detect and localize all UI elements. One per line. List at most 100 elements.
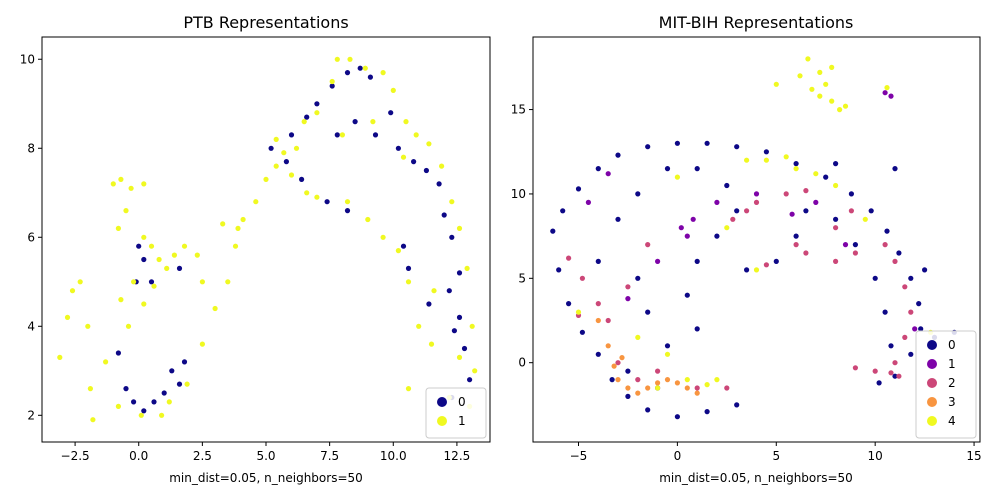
ptb-point-class-1 — [141, 301, 147, 307]
mitbih-point-class-2 — [753, 199, 760, 205]
mitbih-point-class-2 — [694, 385, 700, 391]
mitbih-point-class-3 — [655, 380, 661, 386]
mitbih-x-tick-label: 15 — [966, 449, 981, 463]
ptb-point-class-1 — [344, 199, 351, 205]
ptb-point-class-0 — [344, 208, 351, 214]
mitbih-point-class-1 — [655, 258, 661, 264]
ptb-point-class-1 — [403, 119, 409, 125]
mitbih-point-class-1 — [842, 242, 849, 248]
ptb-point-class-0 — [304, 114, 310, 120]
ptb-point-class-1 — [232, 243, 239, 249]
mitbih-chart-title: MIT-BIH Representations — [659, 13, 854, 32]
ptb-legend-box — [425, 387, 487, 439]
mitbih-point-class-0 — [773, 258, 779, 264]
mitbih-point-class-0 — [684, 292, 690, 298]
mitbih-point-class-0 — [888, 343, 894, 349]
ptb-point-class-0 — [405, 265, 412, 271]
mitbih-point-class-4 — [817, 93, 823, 99]
mitbih-point-class-0 — [694, 258, 700, 264]
mitbih-point-class-0 — [635, 191, 641, 197]
mitbih-point-class-4 — [664, 351, 671, 357]
mitbih-point-class-0 — [868, 208, 874, 214]
mitbih-point-class-0 — [694, 166, 700, 172]
ptb-point-class-1 — [194, 252, 200, 258]
mitbih-point-class-0 — [744, 267, 750, 273]
ptb-point-class-1 — [159, 412, 165, 418]
mitbih-point-class-0 — [664, 343, 671, 349]
ptb-point-class-0 — [176, 381, 183, 387]
mitbih-point-class-3 — [615, 377, 621, 383]
mitbih-point-class-2 — [783, 191, 789, 197]
ptb-point-class-1 — [184, 381, 190, 387]
mitbih-x-axis-label: min_dist=0.05, n_neighbors=50 — [659, 471, 853, 485]
ptb-point-class-1 — [181, 243, 188, 249]
mitbih-point-class-1 — [813, 199, 819, 205]
mitbih-point-class-2 — [730, 216, 736, 222]
ptb-point-class-0 — [314, 101, 320, 107]
mitbih-legend-marker — [927, 359, 937, 369]
ptb-point-class-1 — [456, 225, 463, 231]
mitbih-point-class-3 — [674, 380, 681, 386]
ptb-point-class-0 — [446, 288, 452, 294]
mitbih-point-class-4 — [744, 157, 750, 163]
ptb-point-class-1 — [110, 181, 116, 187]
ptb-x-tick-label: 2.5 — [193, 449, 212, 463]
mitbih-point-class-0 — [803, 208, 809, 214]
ptb-y-tick-label: 8 — [27, 141, 35, 155]
ptb-point-class-1 — [347, 56, 353, 62]
ptb-point-class-1 — [69, 288, 76, 294]
ptb-point-class-0 — [367, 74, 373, 80]
ptb-point-class-0 — [388, 110, 394, 116]
ptb-point-class-0 — [357, 65, 363, 71]
mitbih-point-class-0 — [793, 233, 799, 239]
mitbih-point-class-4 — [829, 98, 835, 104]
mitbih-point-class-0 — [833, 161, 839, 167]
mitbih-point-class-2 — [803, 188, 809, 194]
mitbih-x-ticks: −5 0 5 10 15 — [570, 442, 982, 463]
ptb-point-class-0 — [283, 159, 289, 165]
mitbih-point-class-3 — [625, 385, 631, 391]
mitbih-point-class-4 — [813, 171, 819, 177]
mitbih-point-class-1 — [882, 90, 888, 96]
ptb-x-ticks: −2.5 0.0 2.5 5.0 7.5 10.0 12.5 — [61, 442, 470, 463]
mitbih-point-class-0 — [615, 152, 621, 158]
mitbih-point-class-2 — [852, 250, 859, 256]
mitbih-point-class-0 — [694, 326, 700, 332]
mitbih-point-class-0 — [704, 140, 710, 146]
ptb-y-tick-label: 10 — [20, 52, 35, 66]
mitbih-point-class-0 — [645, 144, 651, 150]
ptb-point-class-0 — [131, 399, 137, 405]
ptb-point-class-1 — [148, 243, 155, 249]
mitbih-point-class-1 — [888, 93, 894, 99]
mitbih-point-class-2 — [833, 225, 839, 231]
ptb-point-class-1 — [273, 136, 279, 142]
mitbih-point-class-2 — [595, 301, 601, 307]
mitbih-point-class-2 — [635, 377, 641, 383]
ptb-points — [57, 56, 478, 423]
ptb-x-tick-label: 10.0 — [380, 449, 407, 463]
mitbih-point-class-0 — [916, 301, 922, 307]
ptb-point-class-1 — [293, 145, 300, 151]
ptb-point-class-1 — [334, 56, 340, 62]
ptb-point-class-1 — [128, 185, 134, 191]
ptb-x-axis-label: min_dist=0.05, n_neighbors=50 — [169, 471, 363, 485]
mitbih-point-class-4 — [829, 64, 835, 70]
mitbih-legend-label: 2 — [948, 376, 956, 390]
mitbih-point-class-0 — [645, 407, 651, 413]
ptb-point-class-1 — [365, 216, 371, 223]
ptb-point-class-0 — [136, 243, 142, 249]
mitbih-y-tick-label: 10 — [511, 187, 526, 201]
ptb-point-class-0 — [436, 181, 442, 187]
mitbih-point-class-2 — [625, 284, 631, 290]
ptb-point-class-1 — [439, 163, 445, 169]
ptb-point-class-1 — [301, 119, 307, 125]
ptb-point-class-1 — [199, 279, 205, 285]
mitbih-point-class-0 — [609, 377, 615, 383]
mitbih-point-class-0 — [833, 216, 839, 222]
mitbih-point-class-0 — [908, 275, 914, 281]
ptb-point-class-1 — [405, 279, 412, 285]
ptb-point-class-1 — [141, 234, 147, 240]
mitbih-plot-frame — [532, 36, 981, 443]
mitbih-legend-label: 3 — [948, 395, 956, 409]
